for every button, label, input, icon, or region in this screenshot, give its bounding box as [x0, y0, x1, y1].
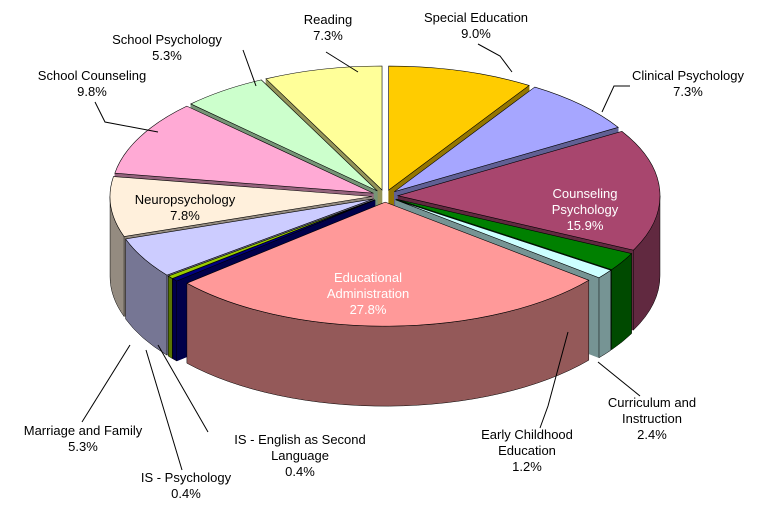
leader-line	[597, 361, 641, 397]
value-label: 7.3%	[313, 28, 343, 43]
leader-line	[94, 101, 159, 133]
value-label: 9.8%	[77, 84, 107, 99]
leader-line	[325, 51, 359, 73]
value-label: 9.0%	[461, 26, 491, 41]
slice-label: Educational Administration 27.8%	[313, 270, 423, 318]
slice	[396, 131, 661, 251]
value-label: 27.8%	[349, 302, 387, 317]
slice-label: School Psychology 5.3%	[92, 32, 242, 64]
slice	[109, 176, 373, 237]
slice	[265, 65, 383, 191]
slice	[388, 65, 530, 191]
slice-label: Early Childhood Education 1.2%	[472, 427, 582, 475]
category-name: Early Childhood Education	[481, 427, 573, 458]
leader-line	[477, 43, 513, 73]
category-name: IS - English as Second Language	[234, 432, 366, 463]
leader-line	[539, 331, 569, 429]
category-name: Counseling Psychology	[551, 186, 619, 217]
slice	[125, 198, 374, 276]
category-name: School Psychology	[112, 32, 222, 47]
category-name: Marriage and Family	[23, 423, 143, 438]
value-label: 1.2%	[512, 459, 542, 474]
value-label: 15.9%	[566, 218, 604, 233]
slice-label: Special Education 9.0%	[401, 10, 551, 42]
slice-side	[598, 269, 612, 359]
slices	[109, 65, 661, 407]
category-name: Clinical Psychology	[632, 68, 744, 83]
slice-label: School Counseling 9.8%	[17, 68, 167, 100]
category-name: Reading	[303, 12, 353, 27]
slice-label: Neuropsychology 7.8%	[125, 192, 245, 224]
leader-line	[242, 49, 257, 87]
leader-line	[145, 349, 183, 471]
slice	[394, 86, 619, 192]
slice-label: Clinical Psychology 7.3%	[618, 68, 758, 100]
slice-side	[172, 278, 177, 362]
category-name: Neuropsychology	[134, 192, 236, 207]
value-label: 5.3%	[68, 439, 98, 454]
value-label: 5.3%	[152, 48, 182, 63]
value-label: 2.4%	[637, 427, 667, 442]
slice	[395, 199, 612, 279]
leader-lines	[81, 43, 641, 471]
value-label: 7.8%	[170, 208, 200, 223]
category-name: School Counseling	[37, 68, 147, 83]
slice	[396, 198, 633, 271]
category-name: Educational Administration	[326, 270, 410, 301]
leader-line	[81, 344, 131, 423]
slice	[171, 199, 376, 282]
slice-label: IS - Psychology 0.4%	[126, 470, 246, 502]
slice-label: Marriage and Family 5.3%	[3, 423, 163, 455]
slice-label: Counseling Psychology 15.9%	[538, 186, 633, 234]
slice-label: IS - English as Second Language 0.4%	[210, 432, 390, 480]
category-name: Curriculum and Instruction	[607, 395, 697, 426]
slice-label: Curriculum and Instruction 2.4%	[602, 395, 702, 443]
slice-side	[167, 275, 173, 359]
slice	[114, 105, 374, 194]
slice-label: Reading 7.3%	[288, 12, 368, 44]
value-label: 0.4%	[285, 464, 315, 479]
value-label: 7.3%	[673, 84, 703, 99]
leader-line	[157, 344, 209, 433]
leader-line	[601, 85, 630, 113]
value-label: 0.4%	[171, 486, 201, 501]
category-name: IS - Psychology	[140, 470, 232, 485]
slice-side	[611, 252, 632, 351]
slice	[186, 201, 590, 327]
slice	[190, 79, 378, 192]
category-name: Special Education	[423, 10, 529, 25]
